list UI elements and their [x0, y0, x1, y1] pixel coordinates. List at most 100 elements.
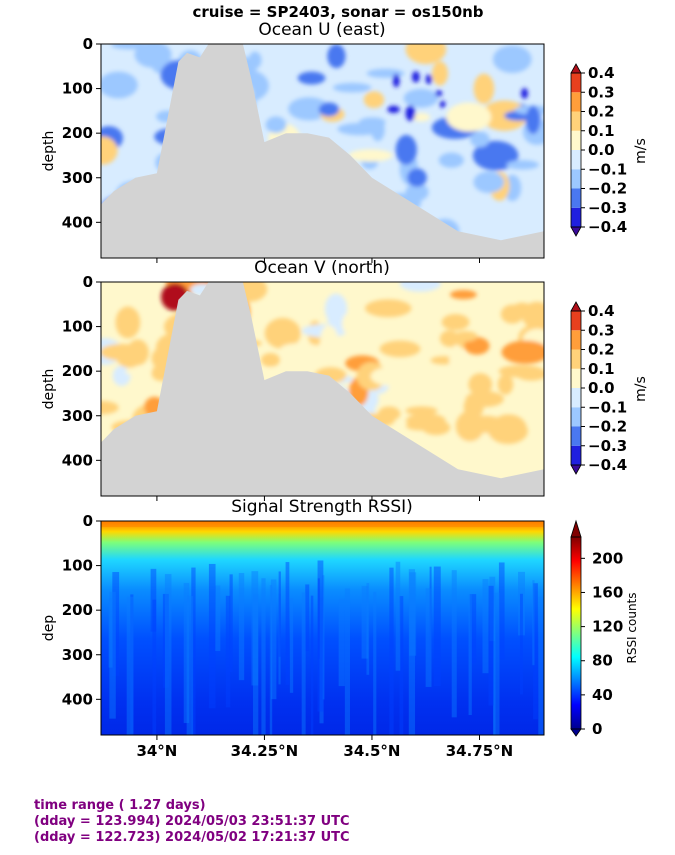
u-axes-frame — [100, 43, 545, 259]
field-streak — [373, 591, 377, 735]
x-tick-label: 34.75°N — [446, 742, 514, 760]
field-streak — [468, 594, 472, 715]
field-streak — [489, 576, 496, 641]
colorbar-band — [571, 368, 581, 388]
colorbar-band — [571, 426, 581, 446]
v-land-mask — [101, 282, 544, 496]
field-patch — [403, 88, 439, 108]
field-streak — [493, 592, 500, 735]
colorbar-tick-label: −0.2 — [588, 418, 627, 436]
colorbar-tick-label: 0.4 — [588, 64, 615, 82]
colorbar-frame — [570, 536, 582, 730]
field-patch — [117, 348, 142, 368]
field-patch — [506, 160, 540, 170]
suptitle: cruise = SP2403, sonar = os150nb — [192, 3, 483, 21]
field-patch — [264, 317, 301, 349]
rssi-y-label: dep — [41, 615, 57, 642]
u-y-label: depth — [41, 131, 57, 172]
field-streak — [215, 585, 221, 652]
colorbar-tick-label: −0.3 — [588, 437, 627, 455]
field-patch — [125, 367, 152, 376]
field-patch — [515, 367, 544, 381]
field-patch — [464, 337, 490, 355]
y-tick-label: 200 — [62, 601, 93, 619]
field-patch — [280, 343, 320, 354]
field-streak — [344, 588, 351, 735]
field-patch — [364, 299, 412, 318]
field-patch — [327, 44, 346, 69]
field-streak — [469, 594, 477, 664]
field-streak — [208, 563, 216, 709]
colorbar-tick-label: 120 — [592, 618, 623, 636]
field-streak — [130, 594, 134, 734]
rssi-axes-frame — [100, 520, 545, 736]
field-patch — [412, 112, 431, 122]
y-tick-label: 200 — [62, 124, 93, 142]
colorbar-tick-label: 0.2 — [588, 103, 615, 121]
field-streak — [150, 568, 157, 632]
colorbar-tick-label: 0.1 — [588, 360, 615, 378]
field-patch — [521, 88, 529, 99]
field-patch — [435, 90, 443, 97]
field-streak — [289, 598, 294, 693]
footer-time-range: time range ( 1.27 days) — [34, 798, 206, 813]
field-streak — [366, 583, 370, 675]
colorbar-tick-label: 0.3 — [588, 321, 615, 339]
y-tick-label: 100 — [62, 557, 93, 575]
colorbar-band — [571, 150, 581, 170]
field-patch — [441, 314, 470, 331]
field-patch — [525, 105, 541, 135]
colorbar-tick-label: 80 — [592, 652, 613, 670]
field-patch — [472, 140, 519, 171]
field-patch — [387, 105, 400, 114]
field-streak — [482, 579, 489, 674]
field-patch — [411, 71, 420, 83]
field-patch — [379, 340, 421, 358]
field-patch — [454, 331, 478, 342]
colorbar-tick-label: 0.3 — [588, 83, 615, 101]
field-patch — [407, 168, 427, 187]
field-streak — [429, 566, 432, 682]
field-streak — [361, 585, 369, 659]
u-colorbar-label: m/s — [633, 138, 649, 164]
colorbar-band — [571, 130, 581, 150]
field-surface-band — [101, 521, 544, 527]
field-patch — [405, 406, 438, 416]
field-patch — [468, 373, 493, 396]
field-patch — [511, 302, 533, 318]
x-tick-label: 34.5°N — [343, 742, 400, 760]
field-patch — [450, 289, 477, 300]
colorbar-extend-max — [570, 301, 582, 312]
colorbar-tick-label: −0.1 — [588, 398, 627, 416]
colorbar-tick-label: 0.0 — [588, 141, 615, 159]
colorbar-band — [571, 445, 581, 465]
field-patch — [348, 149, 393, 162]
field-streak — [285, 562, 290, 685]
field-patch — [101, 400, 119, 415]
field-patch — [490, 414, 527, 442]
y-tick-label: 0 — [83, 273, 93, 291]
y-tick-label: 300 — [62, 169, 93, 187]
colorbar-tick-label: −0.4 — [588, 218, 627, 236]
field-patch — [134, 44, 172, 68]
colorbar-tick-label: 0.4 — [588, 302, 615, 320]
field-patch — [358, 117, 386, 127]
colorbar-band — [571, 169, 581, 189]
v-y-ticks: 0 100 200 300 400 — [62, 273, 101, 469]
u-y-ticks: 0 100 200 300 400 — [62, 35, 101, 231]
field-patch — [463, 395, 484, 419]
y-tick-label: 0 — [83, 35, 93, 53]
field-streak — [317, 578, 320, 659]
field-patch — [446, 102, 492, 132]
colorbar-tick-label: 200 — [592, 549, 623, 567]
field-patch — [473, 73, 495, 104]
colorbar-band — [571, 311, 581, 331]
colorbar-tick-label: 0 — [592, 720, 602, 738]
field-streak — [112, 572, 120, 676]
v-colorbar: 0.40.3 0.20.10.0−0.1 −0.2−0.3−0.4 — [570, 301, 627, 475]
field-streak — [519, 593, 523, 695]
panel-title-u: Ocean U (east) — [258, 20, 385, 40]
field-streak — [399, 596, 404, 735]
